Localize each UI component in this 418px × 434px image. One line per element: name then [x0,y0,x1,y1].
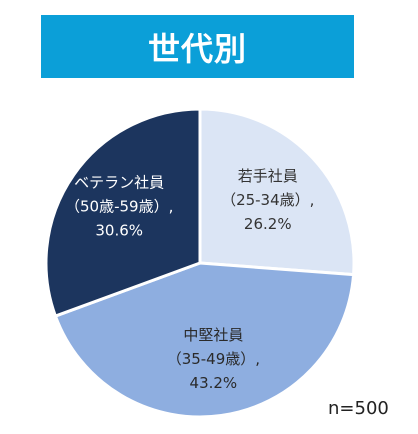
slice-label-3: ベテラン社員 （50歳-59歳）, 30.6% [65,174,173,240]
slice-value: 30.6% [95,222,143,240]
slice-value: 26.2% [244,215,292,233]
slice-age-range: （35-49歳）, [167,350,260,368]
pie-slice-3 [44,107,202,318]
slice-name: 若手社員 [238,167,298,185]
slice-name: ベテラン社員 [74,174,164,192]
chart-title: 世代別 [41,15,354,78]
pie-slice-2 [53,261,356,419]
slice-label-1: 若手社員 （25-34歳）, 26.2% [221,167,314,233]
slice-label-2: 中堅社員 （35-49歳）, 43.2% [167,326,260,392]
pie-slice-1 [198,107,356,277]
slice-name: 中堅社員 [183,326,243,344]
slice-age-range: （50歳-59歳）, [65,198,173,216]
slice-value: 43.2% [190,374,238,392]
sample-size-note: n=500 [328,398,389,419]
slice-age-range: （25-34歳）, [221,191,314,209]
